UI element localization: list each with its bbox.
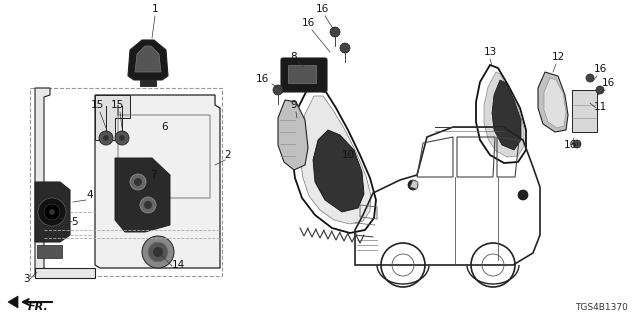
- Text: 4: 4: [86, 190, 93, 200]
- Polygon shape: [313, 130, 364, 212]
- Text: 2: 2: [225, 150, 231, 160]
- Polygon shape: [95, 95, 130, 140]
- Polygon shape: [35, 88, 50, 278]
- Circle shape: [340, 43, 350, 53]
- Polygon shape: [115, 158, 170, 232]
- Circle shape: [596, 86, 604, 94]
- Polygon shape: [8, 296, 18, 308]
- Polygon shape: [278, 100, 308, 170]
- Bar: [288, 65, 316, 83]
- Circle shape: [144, 201, 152, 209]
- Circle shape: [273, 85, 283, 95]
- Text: 11: 11: [593, 102, 607, 112]
- Text: TGS4B1370: TGS4B1370: [575, 303, 628, 312]
- Text: 16: 16: [316, 4, 328, 14]
- Polygon shape: [544, 78, 566, 128]
- Polygon shape: [35, 268, 95, 278]
- Text: 6: 6: [162, 122, 168, 132]
- Polygon shape: [135, 46, 161, 72]
- Polygon shape: [37, 245, 62, 258]
- Text: 9: 9: [291, 100, 298, 110]
- Text: 16: 16: [593, 64, 607, 74]
- Text: 15: 15: [110, 100, 124, 110]
- Text: 3: 3: [22, 274, 29, 284]
- Text: 16: 16: [602, 78, 614, 88]
- Text: 16: 16: [301, 18, 315, 28]
- Circle shape: [134, 178, 142, 186]
- Circle shape: [573, 140, 581, 148]
- Circle shape: [142, 236, 174, 268]
- Polygon shape: [128, 40, 168, 80]
- Circle shape: [148, 242, 168, 262]
- Text: 8: 8: [291, 52, 298, 62]
- Polygon shape: [140, 80, 156, 86]
- Text: FR.: FR.: [28, 302, 49, 312]
- Circle shape: [330, 27, 340, 37]
- Text: 1: 1: [152, 4, 158, 14]
- FancyBboxPatch shape: [281, 58, 327, 92]
- Text: 13: 13: [483, 47, 497, 57]
- Text: 5: 5: [70, 217, 77, 227]
- Polygon shape: [492, 80, 521, 150]
- Circle shape: [518, 190, 528, 200]
- Bar: [30, 88, 222, 276]
- Polygon shape: [484, 72, 524, 157]
- Circle shape: [586, 74, 594, 82]
- Circle shape: [49, 209, 55, 215]
- Polygon shape: [538, 72, 568, 132]
- Circle shape: [38, 198, 66, 226]
- Polygon shape: [35, 182, 70, 242]
- Circle shape: [130, 174, 146, 190]
- Text: 16: 16: [255, 74, 269, 84]
- Polygon shape: [410, 180, 418, 189]
- Circle shape: [115, 131, 129, 145]
- Circle shape: [99, 131, 113, 145]
- Circle shape: [119, 135, 125, 141]
- Text: 15: 15: [90, 100, 104, 110]
- Text: 16: 16: [563, 140, 577, 150]
- Circle shape: [140, 197, 156, 213]
- Polygon shape: [95, 95, 220, 268]
- Circle shape: [44, 204, 60, 220]
- Bar: [572, 90, 597, 132]
- Text: 14: 14: [172, 260, 184, 270]
- Circle shape: [103, 135, 109, 141]
- Circle shape: [408, 180, 418, 190]
- Polygon shape: [300, 96, 371, 224]
- Text: 7: 7: [150, 170, 156, 180]
- Text: 10: 10: [341, 150, 355, 160]
- Circle shape: [153, 247, 163, 257]
- Text: 12: 12: [552, 52, 564, 62]
